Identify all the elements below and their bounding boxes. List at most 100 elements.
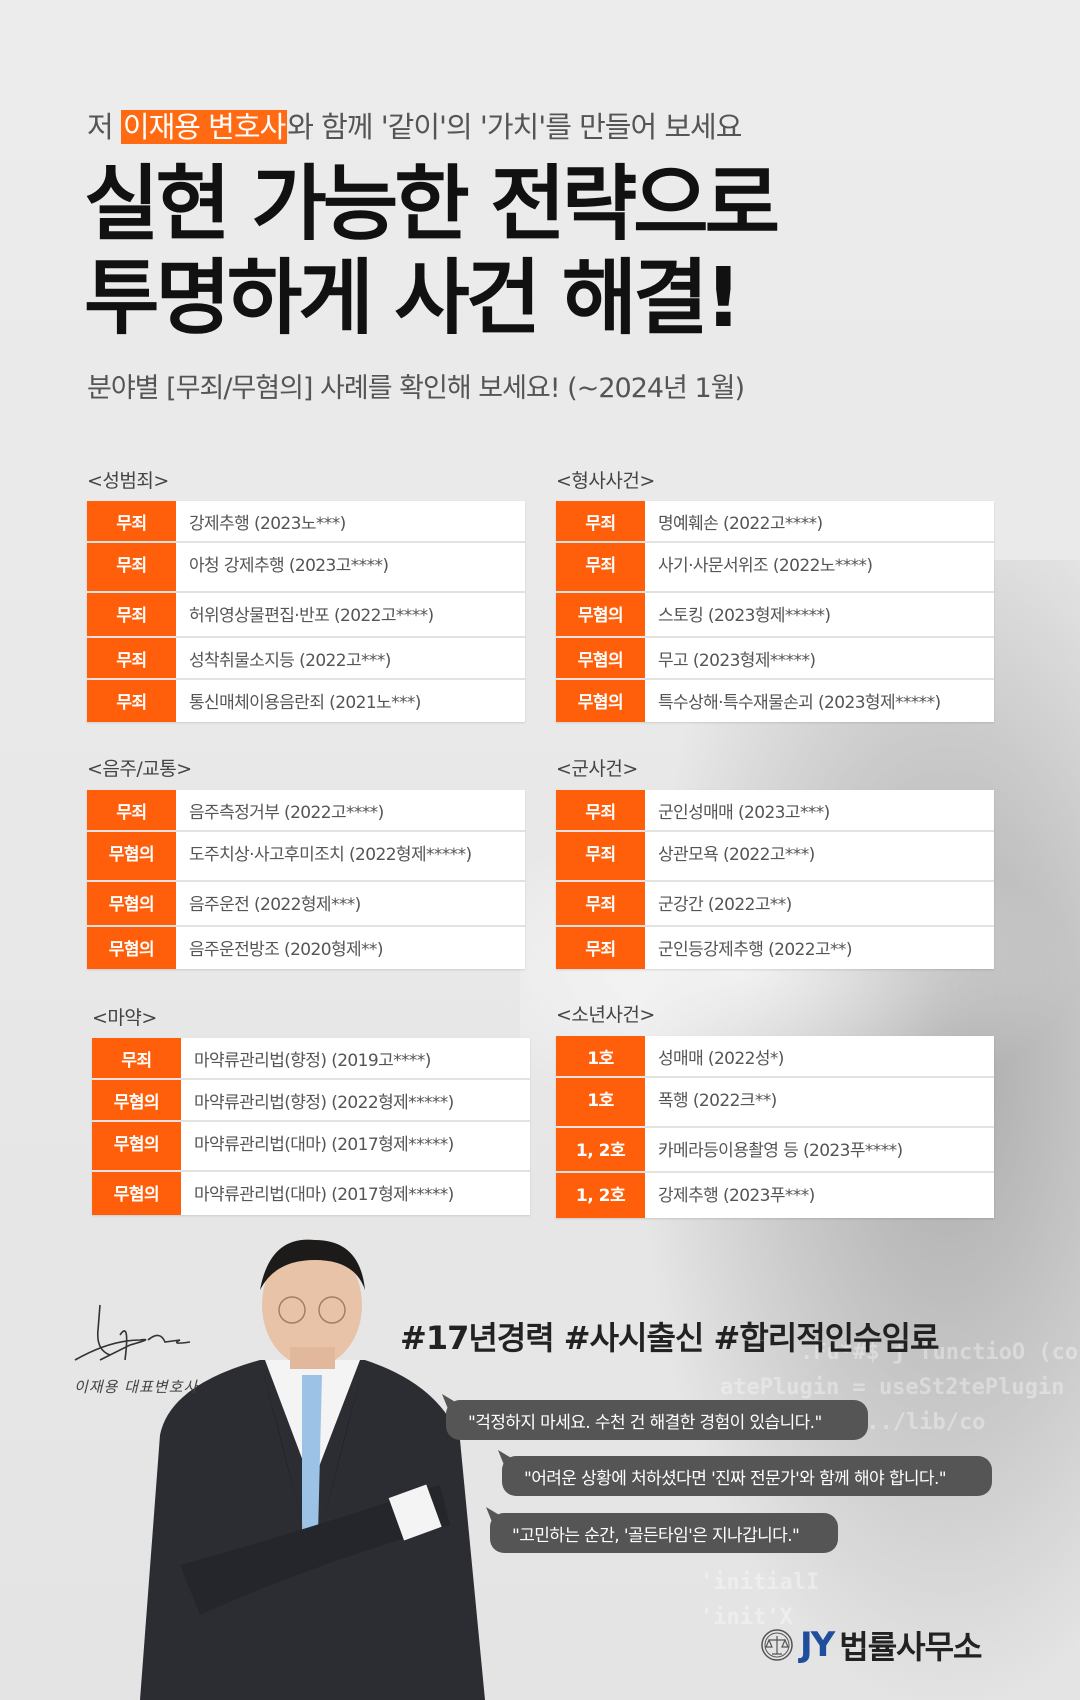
result-badge: 무혐의 [556,638,645,678]
case-name: 사기·사문서위조 (2022노****) [658,556,873,576]
background-code-decoration: 'initialI [700,1570,820,1595]
intro-line: 저 이재용 변호사와 함께 '같이'의 '가치'를 만들어 보세요 [87,104,742,146]
table-row: 1, 2호 카메라등이용촬영 등 (2023푸****) [556,1128,994,1173]
result-badge: 무죄 [87,593,176,636]
subheadline: 분야별 [무죄/무혐의] 사례를 확인해 보세요! (~2024년 1월) [87,373,745,404]
case-name: 성매매 (2022성*) [658,1049,784,1069]
table-row: 무혐의 특수상해·특수재물손괴 (2023형제*****) [556,680,994,722]
table-row: 무죄 허위영상물편집·반포 (2022고****) [87,593,525,638]
table-row: 무혐의 마약류관리법(대마) (2017형제*****) [92,1122,530,1172]
table-row: 무혐의 마약류관리법(향정) (2022형제*****) [92,1080,530,1122]
table-row: 무죄 마약류관리법(향정) (2019고****) [92,1038,530,1080]
table-row: 무죄 성착취물소지등 (2022고***) [87,638,525,680]
case-name: 음주측정거부 (2022고****) [189,803,384,823]
intro-prefix: 저 [87,110,121,144]
result-badge: 무죄 [556,790,645,830]
category-title: <소년사건> [556,1004,655,1026]
table-row: 무죄 강제추행 (2023노***) [87,501,525,543]
table-row: 무죄 사기·사문서위조 (2022노****) [556,543,994,593]
case-name: 성착취물소지등 (2022고***) [189,651,391,671]
case-table: 무죄 강제추행 (2023노***) 무죄 아청 강제추행 (2023고****) 무죄… [87,501,525,722]
result-badge: 무죄 [87,680,176,722]
case-name: 마약류관리법(대마) (2017형제*****) [194,1135,454,1155]
lawyer-photo [140,1239,485,1700]
result-badge: 1, 2호 [556,1128,645,1171]
category-title: <군사건> [556,758,638,780]
table-row: 무혐의 음주운전방조 (2020형제**) [87,927,525,969]
case-name: 스토킹 (2023형제*****) [658,606,831,626]
table-row: 무죄 명예훼손 (2022고****) [556,501,994,543]
case-name: 군강간 (2022고**) [658,895,792,915]
table-row: 무죄 아청 강제추행 (2023고****) [87,543,525,593]
case-name: 도주치상·사고후미조치 (2022형제*****) [189,845,472,865]
quote-bubble: "걱정하지 마세요. 수천 건 해결한 경험이 있습니다." [446,1400,868,1440]
case-table: 무죄 군인성매매 (2023고***) 무죄 상관모욕 (2022고***) 무죄 군강간… [556,790,994,969]
logo-mark-text: JY [800,1625,835,1665]
case-name: 허위영상물편집·반포 (2022고****) [189,606,434,626]
case-name: 음주운전방조 (2020형제**) [189,940,383,960]
category-title: <성범죄> [87,470,169,492]
case-name: 통신매체이용음란죄 (2021노***) [189,693,421,713]
case-name: 폭행 (2022크**) [658,1091,777,1111]
case-table: 무죄 마약류관리법(향정) (2019고****) 무혐의 마약류관리법(향정) (2… [92,1038,530,1215]
result-badge: 무죄 [87,501,176,541]
result-badge: 무죄 [87,543,176,591]
case-name: 카메라등이용촬영 등 (2023푸****) [658,1141,903,1161]
case-name: 무고 (2023형제*****) [658,651,816,671]
result-badge: 무죄 [556,927,645,969]
case-name: 군인등강제추행 (2022고**) [658,940,852,960]
table-row: 무죄 통신매체이용음란죄 (2021노***) [87,680,525,722]
result-badge: 무죄 [92,1038,181,1078]
background-code-decoration: 'init'X [700,1605,793,1630]
result-badge: 무죄 [87,638,176,678]
result-badge: 무죄 [556,501,645,541]
case-name: 마약류관리법(향정) (2019고****) [194,1051,431,1071]
table-row: 무죄 군인성매매 (2023고***) [556,790,994,832]
table-row: 무혐의 도주치상·사고후미조치 (2022형제*****) [87,832,525,882]
hashtags: #17년경력 #사시출신 #합리적인수임료 [400,1319,939,1357]
case-name: 강제추행 (2023푸***) [658,1186,815,1206]
quote-bubble: "고민하는 순간, '골든타임'은 지나갑니다." [490,1513,838,1553]
result-badge: 무혐의 [87,927,176,969]
result-badge: 무혐의 [92,1172,181,1215]
result-badge: 무혐의 [87,832,176,880]
quote-bubble: "어려운 상황에 처하셨다면 '진짜 전문가'와 함께 해야 합니다." [502,1456,992,1496]
table-row: 1호 폭행 (2022크**) [556,1078,994,1128]
case-name: 군인성매매 (2023고***) [658,803,830,823]
result-badge: 무혐의 [556,680,645,722]
firm-logo: JY 법률사무소 [760,1622,982,1668]
case-name: 마약류관리법(향정) (2022형제*****) [194,1093,454,1113]
result-badge: 1, 2호 [556,1173,645,1218]
logo-name: 법률사무소 [839,1628,982,1666]
case-name: 특수상해·특수재물손괴 (2023형제*****) [658,693,941,713]
headline-line-2: 투명하게 사건 해결! [84,251,742,346]
intro-suffix: 와 함께 '같이'의 '가치'를 만들어 보세요 [287,110,742,144]
headline-line-1: 실현 가능한 전략으로 [84,157,780,252]
case-name: 마약류관리법(대마) (2017형제*****) [194,1185,454,1205]
result-badge: 1호 [556,1078,645,1126]
result-badge: 무죄 [87,790,176,830]
table-row: 무죄 군강간 (2022고**) [556,882,994,927]
table-row: 무죄 상관모욕 (2022고***) [556,832,994,882]
background-code-decoration: .Fu*#$ ƒ functioO (co [800,1340,1079,1365]
result-badge: 무죄 [556,882,645,925]
table-row: 무혐의 스토킹 (2023형제*****) [556,593,994,638]
background-code-decoration: atePlugin = useSt2tePlugin [720,1375,1065,1400]
table-row: 1호 성매매 (2022성*) [556,1036,994,1078]
case-table: 무죄 명예훼손 (2022고****) 무죄 사기·사문서위조 (2022노****)… [556,501,994,722]
result-badge: 무혐의 [556,593,645,636]
case-name: 아청 강제추행 (2023고****) [189,556,389,576]
table-row: 무혐의 마약류관리법(대마) (2017형제*****) [92,1172,530,1215]
scales-of-justice-icon [761,1629,793,1661]
result-badge: 무혐의 [92,1122,181,1170]
table-row: 무혐의 무고 (2023형제*****) [556,638,994,680]
table-row: 무죄 군인등강제추행 (2022고**) [556,927,994,969]
result-badge: 무죄 [556,832,645,880]
result-badge: 1호 [556,1036,645,1076]
case-table: 무죄 음주측정거부 (2022고****) 무혐의 도주치상·사고후미조치 (2022… [87,790,525,969]
result-badge: 무혐의 [92,1080,181,1120]
signature [74,1304,191,1361]
case-name: 명예훼손 (2022고****) [658,514,823,534]
case-name: 음주운전 (2022형제***) [189,895,361,915]
